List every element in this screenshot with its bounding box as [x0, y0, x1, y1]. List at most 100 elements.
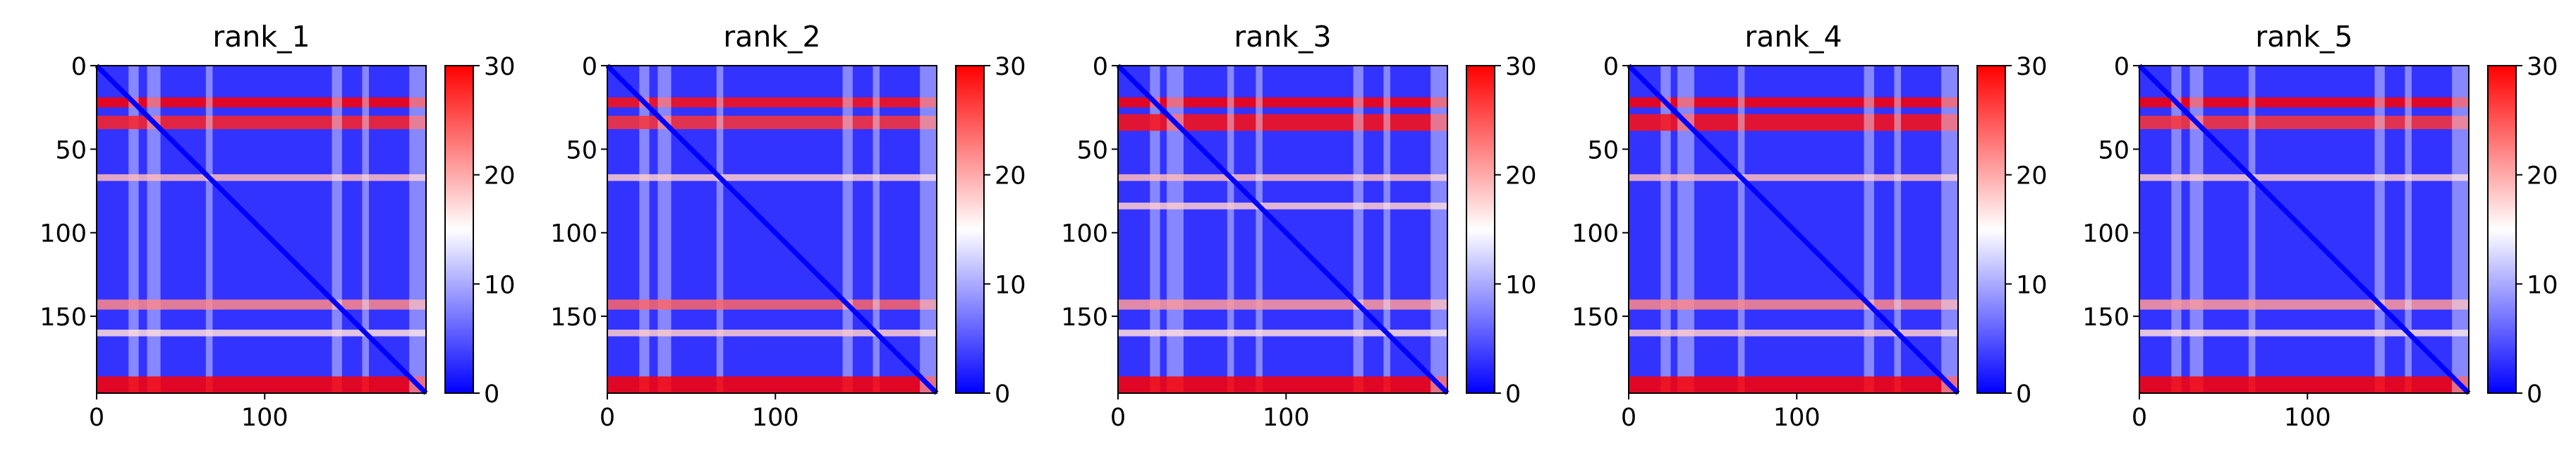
colorbar-tick-label: 0: [1505, 380, 1521, 409]
heatmap-column-band: [2189, 66, 2204, 393]
heatmap-row-band: [607, 330, 937, 337]
heatmap-row-band: [1118, 330, 1447, 337]
colorbar-frame: [955, 65, 985, 394]
heatmap-column-band: [1941, 66, 1958, 393]
heatmap-column-band: [1353, 66, 1363, 393]
y-tick-label: 150: [40, 303, 87, 332]
heatmap-column-band: [147, 66, 161, 393]
heatmap-column-band: [128, 66, 139, 393]
x-tick-label: 100: [241, 404, 288, 432]
heatmap-row-band: [97, 97, 426, 108]
heatmap-column-band: [1256, 66, 1263, 393]
heatmap-row-band: [1629, 330, 1958, 337]
colorbar-tick-label: 20: [2527, 162, 2558, 191]
heatmap-panel: rank_2 0 50 100 150 0 100 0 10 20 30: [550, 20, 1026, 432]
colorbar-tick-label: 10: [1505, 271, 1537, 299]
y-tick-label: 50: [2098, 136, 2130, 164]
heatmap-column-band: [1430, 66, 1447, 393]
colorbar-tick-label: 20: [2016, 162, 2048, 191]
heatmap-column-band: [1737, 66, 1745, 393]
panel-title: rank_2: [723, 20, 820, 54]
x-tick-label: 100: [1773, 404, 1821, 432]
heatmap-row-band: [97, 174, 426, 181]
heatmap-row-band: [2139, 376, 2469, 393]
y-tick-label: 100: [1572, 220, 1619, 248]
colorbar: [956, 66, 984, 393]
heatmap-column-band: [2171, 66, 2182, 393]
heatmap-panel: rank_3 0 50 100 150 0 100 0 10 20 30: [1061, 20, 1536, 432]
colorbar-tick-label: 0: [2527, 380, 2542, 409]
heatmap-row-band: [2139, 97, 2469, 108]
x-tick-label: 0: [2132, 404, 2147, 432]
heatmap-diagonal: [2137, 64, 2471, 395]
heatmap-row-band: [2139, 299, 2469, 310]
colorbar-tick-label: 0: [484, 380, 499, 409]
colorbar-tick-label: 10: [484, 271, 516, 299]
heatmap-row-band: [97, 376, 426, 393]
heatmap-row-band: [607, 97, 937, 108]
plot-frame: [607, 65, 937, 394]
heatmap-row-band: [1118, 299, 1447, 310]
heatmap-row-band: [97, 330, 426, 337]
y-tick-label: 50: [1076, 136, 1108, 164]
heatmap-diagonal: [95, 64, 428, 395]
colorbar-frame: [1466, 65, 1495, 394]
heatmap-diagonal: [1116, 64, 1450, 395]
colorbar: [1977, 66, 2005, 393]
heatmap-column-band: [205, 66, 213, 393]
colorbar-tick-label: 20: [1505, 162, 1537, 191]
colorbar-tick-label: 30: [2016, 53, 2048, 81]
heatmap-column-band: [716, 66, 724, 393]
heatmap-panel: rank_1 0 50 100 150 0 100 0 10 20 30: [40, 20, 515, 432]
heatmap-row-band: [2139, 116, 2469, 129]
heatmap-column-band: [1150, 66, 1160, 393]
heatmap-row-band: [2139, 330, 2469, 337]
heatmap-column-band: [1677, 66, 1694, 393]
panel-title: rank_5: [2255, 20, 2352, 54]
colorbar-tick-label: 10: [2016, 271, 2048, 299]
heatmap-row-band: [1629, 299, 1958, 310]
heatmap-column-band: [1167, 66, 1184, 393]
heatmap-column-band: [873, 66, 880, 393]
heatmap-row-band: [607, 116, 937, 129]
y-tick-label: 0: [2114, 53, 2130, 81]
y-tick-label: 50: [55, 136, 87, 164]
heatmap-diagonal: [1627, 64, 1960, 395]
heatmap-row-band: [1118, 114, 1447, 131]
heatmap-panel: rank_5 0 50 100 150 0 100 0 10 20 30: [2082, 20, 2558, 432]
heatmap-panel: rank_4 0 50 100 150 0 100 0 10 20 30: [1572, 20, 2047, 432]
y-tick-label: 50: [1587, 136, 1619, 164]
y-tick-label: 100: [40, 220, 87, 248]
y-tick-label: 150: [550, 303, 597, 332]
heatmap-row-band: [2139, 174, 2469, 181]
heatmap-column-band: [362, 66, 369, 393]
heatmap-row-band: [97, 116, 426, 129]
heatmap-diagonal: [605, 64, 939, 395]
plot-frame: [2139, 65, 2469, 394]
colorbar-frame: [2487, 65, 2517, 394]
heatmap-row-band: [607, 299, 937, 310]
colorbar: [1466, 66, 1495, 393]
y-tick-label: 0: [1093, 53, 1108, 81]
heatmap-column-band: [332, 66, 342, 393]
colorbar: [445, 66, 473, 393]
heatmap-row-band: [1118, 203, 1447, 210]
heatmap-row-band: [1118, 376, 1447, 393]
heatmap-column-band: [639, 66, 650, 393]
x-tick-label: 0: [1621, 404, 1636, 432]
colorbar-tick-label: 30: [995, 53, 1026, 81]
colorbar: [2488, 66, 2516, 393]
heatmap-row-band: [1629, 376, 1958, 393]
heatmap-row-band: [1629, 97, 1958, 108]
x-tick-label: 100: [2284, 404, 2331, 432]
y-tick-label: 0: [71, 53, 87, 81]
x-tick-label: 0: [600, 404, 615, 432]
x-tick-label: 0: [1110, 404, 1126, 432]
y-tick-label: 100: [2082, 220, 2130, 248]
heatmap-row-band: [607, 376, 937, 393]
colorbar-frame: [1976, 65, 2006, 394]
colorbar-tick-label: 20: [995, 162, 1026, 191]
heatmap-row-band: [1629, 174, 1958, 181]
x-tick-label: 100: [1263, 404, 1310, 432]
